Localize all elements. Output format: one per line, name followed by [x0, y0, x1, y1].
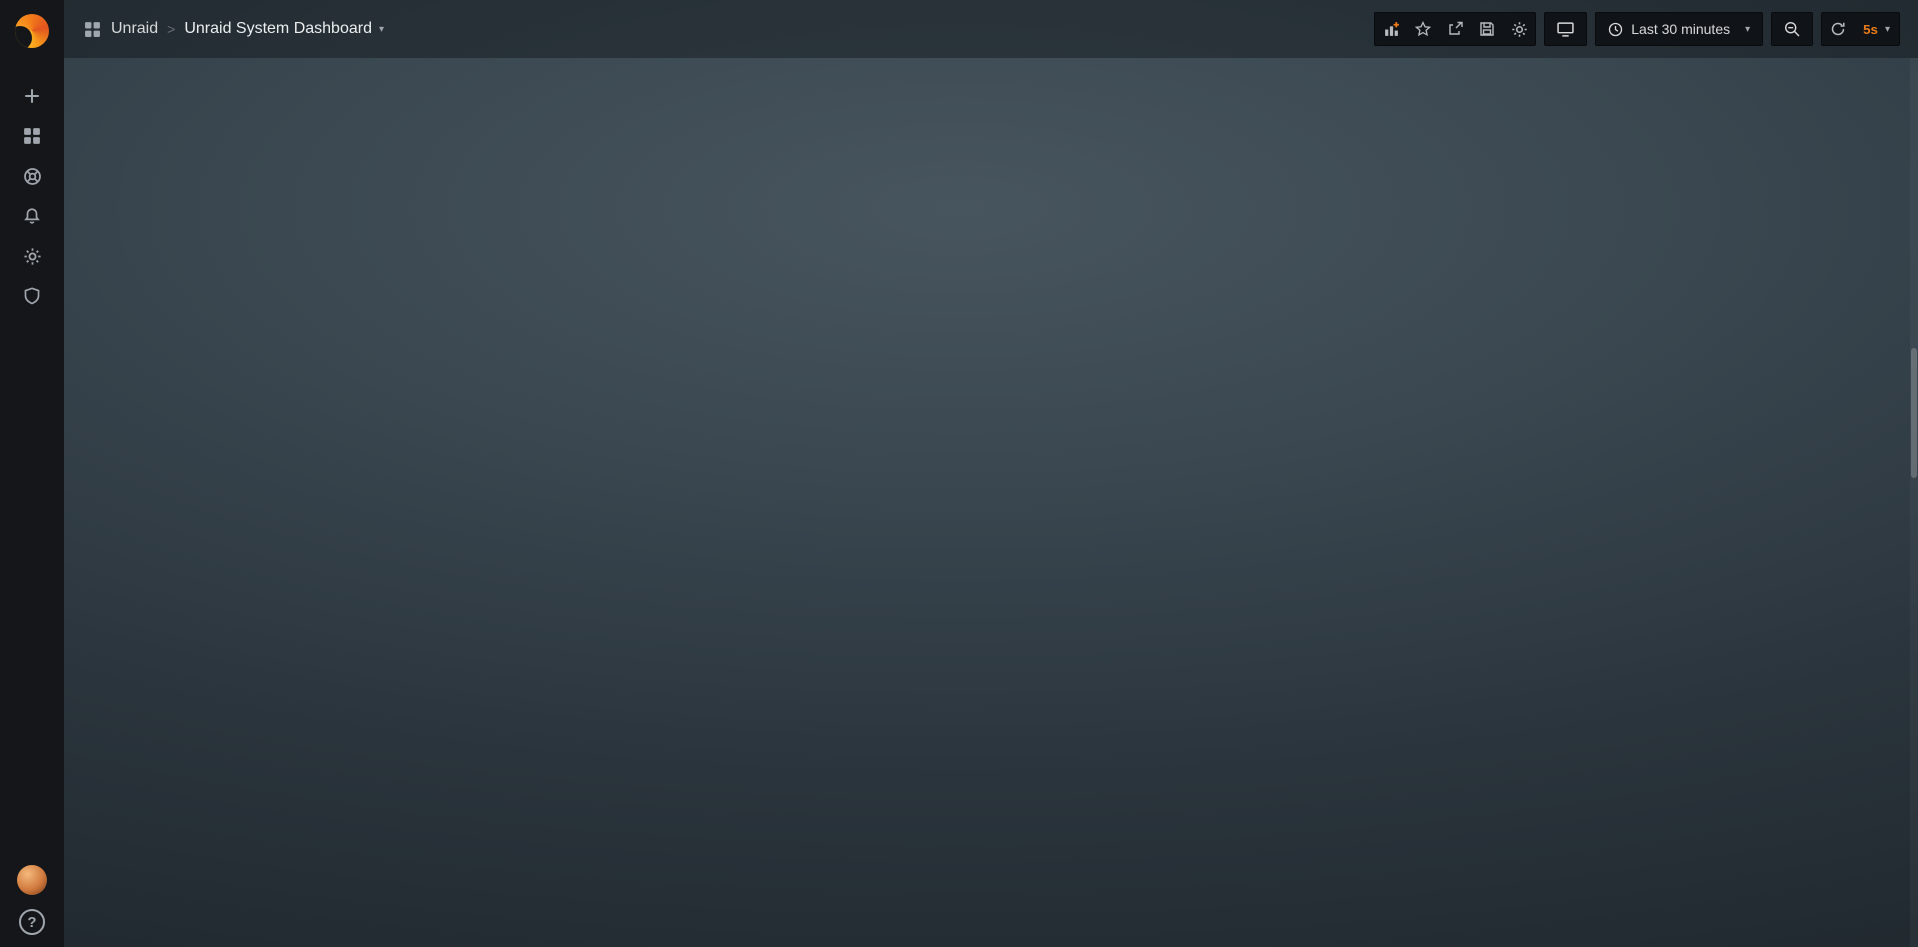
- dashboards-grid-icon[interactable]: [84, 21, 101, 38]
- chevron-down-icon: ▾: [1885, 24, 1890, 35]
- sidebar-menu: [0, 76, 64, 316]
- shield-icon: [23, 287, 41, 305]
- clock-icon: [1608, 22, 1623, 37]
- grafana-logo: [15, 14, 49, 48]
- sidebar-item-dashboards[interactable]: [0, 116, 64, 156]
- dashboard-settings-button[interactable]: [1503, 13, 1535, 45]
- sidebar-item-create[interactable]: [0, 76, 64, 116]
- add-panel-button[interactable]: [1375, 13, 1407, 45]
- grafana-logo-icon[interactable]: [15, 0, 49, 62]
- zoom-out-icon: [1784, 21, 1800, 37]
- breadcrumb-dashboard[interactable]: Unraid System Dashboard: [184, 20, 372, 38]
- sidebar-bottom: ?: [17, 865, 47, 935]
- topnav-actions: Last 30 minutes ▾ 5s ▾: [1374, 12, 1900, 46]
- refresh-group: 5s ▾: [1821, 12, 1900, 46]
- zoom-out-button[interactable]: [1771, 12, 1813, 46]
- star-button[interactable]: [1407, 13, 1439, 45]
- time-range-label: Last 30 minutes: [1631, 21, 1730, 37]
- gear-icon: [23, 247, 42, 266]
- time-range-picker[interactable]: Last 30 minutes ▾: [1595, 12, 1763, 46]
- refresh-icon: [1830, 21, 1846, 37]
- scrollbar-thumb[interactable]: [1911, 348, 1917, 478]
- main-area: Unraid > Unraid System Dashboard ▾: [64, 0, 1918, 947]
- dashboards-icon: [23, 127, 41, 145]
- breadcrumb-app[interactable]: Unraid: [111, 20, 158, 38]
- breadcrumb-separator: >: [167, 21, 175, 37]
- sidebar-item-alerting[interactable]: [0, 196, 64, 236]
- refresh-interval-label: 5s: [1863, 22, 1878, 37]
- refresh-button[interactable]: [1822, 13, 1854, 45]
- help-icon[interactable]: ?: [19, 909, 45, 935]
- chevron-down-icon[interactable]: ▾: [379, 24, 384, 35]
- grafana-app: ? Unraid > Unraid System Dashboard ▾: [0, 0, 1918, 947]
- refresh-interval-picker[interactable]: 5s ▾: [1854, 13, 1899, 45]
- save-button[interactable]: [1471, 13, 1503, 45]
- plus-icon: [23, 87, 41, 105]
- user-avatar[interactable]: [17, 865, 47, 895]
- chevron-down-icon: ▾: [1745, 24, 1750, 35]
- bell-icon: [23, 207, 41, 225]
- sidebar: ?: [0, 0, 64, 947]
- share-button[interactable]: [1439, 13, 1471, 45]
- sidebar-item-configuration[interactable]: [0, 236, 64, 276]
- sidebar-item-explore[interactable]: [0, 156, 64, 196]
- topnav: Unraid > Unraid System Dashboard ▾: [64, 0, 1918, 58]
- dashboard-scroll-area[interactable]: kWh Price0.65▾Currencykr▾UPS Max Output …: [64, 58, 95, 72]
- sidebar-item-server-admin[interactable]: [0, 276, 64, 316]
- dashboard-actions-group: [1374, 12, 1536, 46]
- tv-mode-button[interactable]: [1544, 12, 1587, 46]
- scrollbar[interactable]: [1910, 58, 1918, 947]
- explore-compass-icon: [23, 167, 42, 186]
